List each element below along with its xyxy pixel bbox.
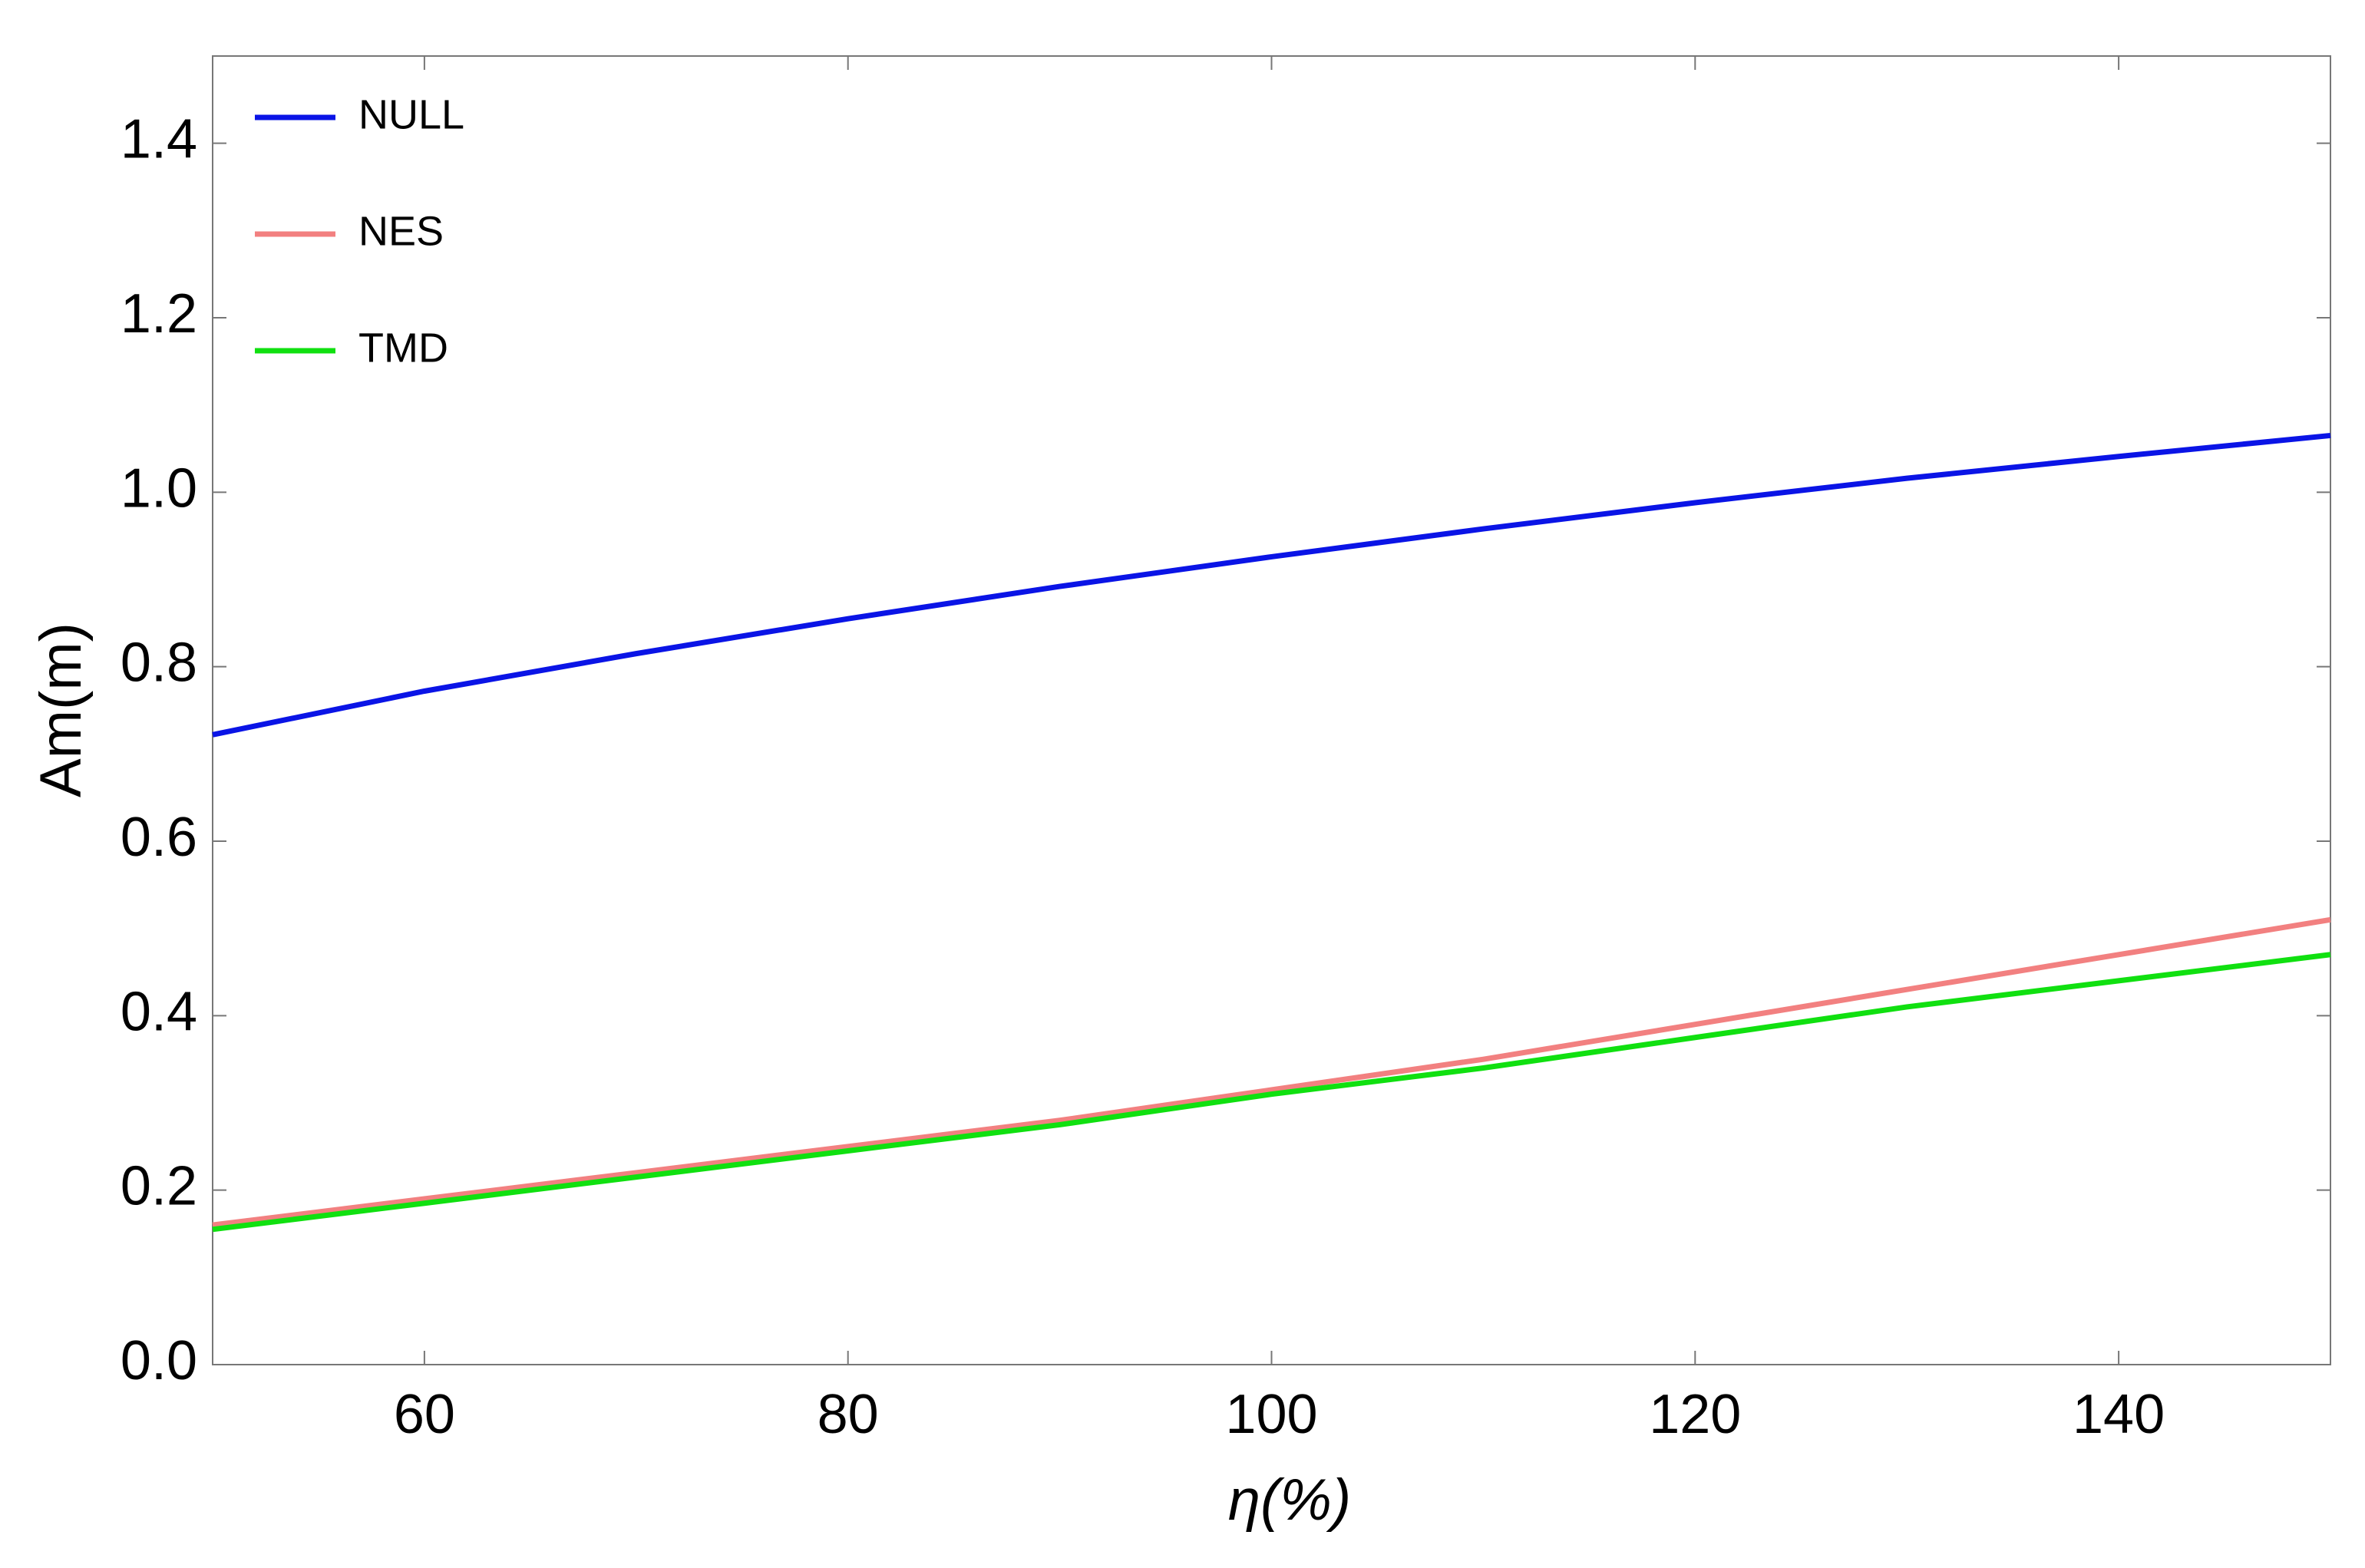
- x-tick-label: 120: [1649, 1384, 1741, 1445]
- legend-label: NULL: [358, 91, 464, 137]
- y-tick-label: 0.0: [121, 1330, 197, 1391]
- y-tick-label: 0.4: [121, 981, 197, 1042]
- legend-label: NES: [358, 208, 444, 254]
- y-tick-label: 0.6: [121, 807, 197, 868]
- x-tick-label: 80: [818, 1384, 879, 1445]
- y-axis-label: Am(m): [28, 622, 94, 797]
- line-series: [212, 432, 2331, 738]
- line-series: [212, 916, 2331, 1228]
- y-tick-label: 0.2: [121, 1156, 197, 1217]
- x-tick-label: 140: [2073, 1384, 2165, 1445]
- plot-frame: [212, 55, 2331, 1365]
- legend-label: TMD: [358, 325, 448, 371]
- y-tick-label: 1.0: [121, 457, 197, 519]
- x-axis-label: η(%): [1228, 1467, 1351, 1533]
- line-series: [212, 952, 2331, 1233]
- y-tick-label: 1.4: [121, 109, 197, 170]
- y-tick-label: 1.2: [121, 283, 197, 345]
- x-tick-label: 60: [394, 1384, 455, 1445]
- x-tick-label: 100: [1225, 1384, 1317, 1445]
- y-tick-label: 0.8: [121, 632, 197, 694]
